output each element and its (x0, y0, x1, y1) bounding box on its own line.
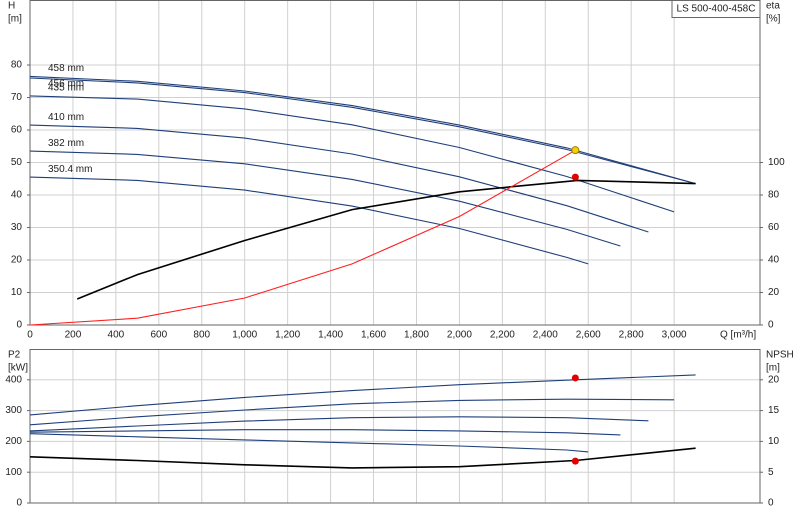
y-axis-unit: [m] (8, 14, 22, 25)
x-tick-label: 1,200 (275, 330, 300, 341)
curve (29, 150, 621, 247)
y2-tick-label: 15 (768, 405, 780, 416)
y-tick-label: 0 (16, 320, 22, 331)
x-tick-label: 2,800 (619, 330, 644, 341)
curve (29, 433, 589, 453)
x-tick-label: 1,400 (318, 330, 343, 341)
curve (29, 398, 675, 426)
x-tick-label: 3,000 (662, 330, 687, 341)
y2-axis-unit: [m] (766, 363, 780, 374)
x-tick-label: 800 (193, 330, 210, 341)
y2-tick-label: 20 (768, 374, 780, 385)
y-tick-label: 70 (11, 92, 23, 103)
curve (29, 374, 696, 416)
plot-frame (29, 0, 761, 326)
y-tick-label: 400 (5, 374, 22, 385)
title-box (671, 0, 761, 18)
x-tick-label: 1,800 (404, 330, 429, 341)
x-axis-label: Q [m³/h] (720, 330, 756, 341)
x-tick-label: 600 (150, 330, 167, 341)
y-tick-label: 30 (11, 222, 23, 233)
y2-tick-label: 5 (768, 467, 774, 478)
x-tick-label: 1,000 (232, 330, 257, 341)
curve (29, 149, 576, 326)
x-tick-label: 2,200 (490, 330, 515, 341)
y-tick-label: 80 (11, 60, 23, 71)
y-tick-label: 0 (16, 498, 22, 509)
chart-title: LS 500-400-458C (677, 4, 756, 15)
duty-point (571, 146, 580, 155)
curve-label: 410 mm (48, 112, 84, 123)
y2-tick-label: 80 (768, 190, 780, 201)
x-tick-label: 1,600 (361, 330, 386, 341)
y2-tick-label: 0 (768, 320, 774, 331)
y2-tick-label: 10 (768, 436, 780, 447)
x-tick-label: 400 (108, 330, 125, 341)
y2-tick-label: 60 (768, 222, 780, 233)
x-tick-label: 2,000 (447, 330, 472, 341)
curve-label: 382 mm (48, 138, 84, 149)
y2-tick-label: 100 (768, 157, 785, 168)
curve-label: 350.4 mm (48, 164, 92, 175)
y-axis-label: P2 (8, 350, 21, 361)
curve (76, 179, 696, 300)
y-axis-label: H (8, 1, 15, 12)
duty-point (571, 173, 579, 181)
y-axis-unit: [kW] (8, 363, 28, 374)
curve (29, 416, 649, 432)
x-tick-label: 2,600 (576, 330, 601, 341)
y2-tick-label: 40 (768, 255, 780, 266)
duty-point (571, 457, 579, 465)
duty-point (571, 374, 579, 382)
y-tick-label: 50 (11, 157, 23, 168)
curve (29, 176, 589, 265)
y-tick-label: 100 (5, 467, 22, 478)
curve (29, 124, 649, 233)
y-tick-label: 20 (11, 255, 23, 266)
x-tick-label: 0 (27, 330, 33, 341)
y2-axis-label: eta (766, 1, 780, 12)
y-tick-label: 60 (11, 125, 23, 136)
curve (29, 77, 696, 185)
y-tick-label: 200 (5, 436, 22, 447)
curve (29, 429, 621, 436)
x-tick-label: 200 (65, 330, 82, 341)
y-tick-label: 300 (5, 405, 22, 416)
x-tick-label: 2,400 (533, 330, 558, 341)
curve-label: 435 mm (48, 83, 84, 94)
plot-frame (29, 349, 761, 504)
y-tick-label: 40 (11, 190, 23, 201)
curve (29, 447, 696, 469)
curve-label: 458 mm (48, 63, 84, 74)
curve (29, 75, 696, 185)
y-tick-label: 10 (11, 287, 23, 298)
y2-tick-label: 20 (768, 287, 780, 298)
curve (29, 95, 675, 213)
y2-tick-label: 0 (768, 498, 774, 509)
curve-label: 456 mm (48, 79, 84, 90)
y2-axis-unit: [%] (766, 14, 781, 25)
y2-axis-label: NPSH (766, 350, 794, 361)
